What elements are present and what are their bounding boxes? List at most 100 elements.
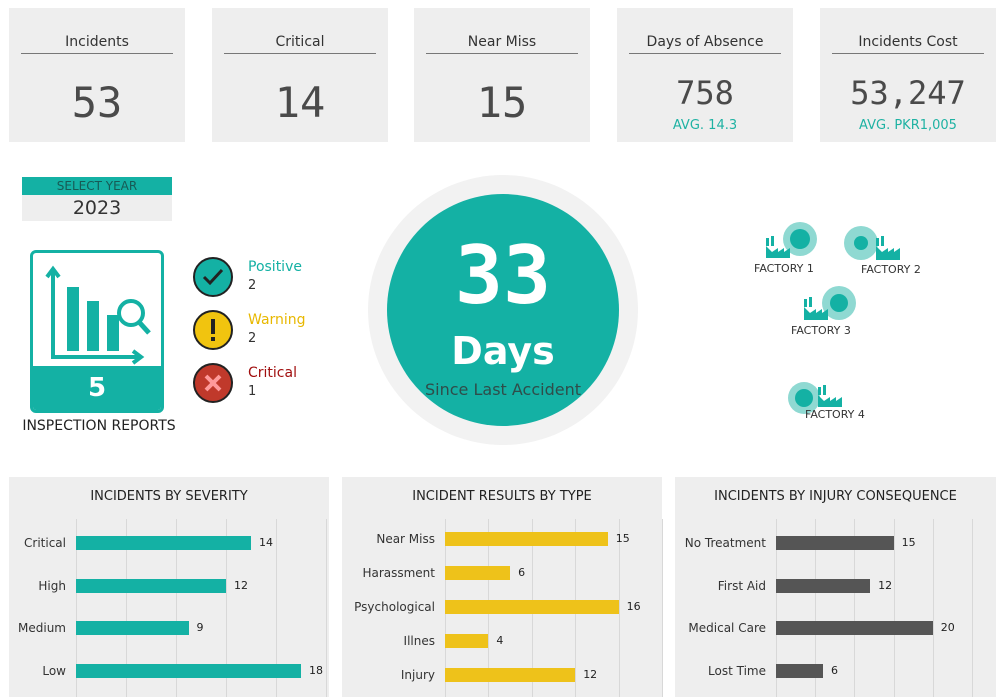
- status-name: Positive: [248, 259, 302, 275]
- factory-marker-3[interactable]: FACTORY 3: [790, 286, 860, 341]
- factory-marker-2[interactable]: FACTORY 2: [844, 226, 924, 281]
- gridline: [893, 519, 895, 697]
- chart-title: INCIDENT RESULTS BY TYPE: [412, 489, 592, 504]
- bar[interactable]: [76, 621, 189, 636]
- gridline: [276, 519, 277, 697]
- factory-label: FACTORY 2: [861, 263, 921, 276]
- bar-row: No Treatment 15: [675, 534, 996, 552]
- gridline: [662, 519, 663, 697]
- bar-row: Psychological 16: [342, 598, 662, 616]
- gridline: [226, 519, 227, 697]
- status-warning: Warning 2: [193, 310, 343, 350]
- bar[interactable]: [76, 664, 301, 678]
- kpi-critical: Critical 14: [212, 8, 388, 142]
- kpi-average: AVG. 14.3: [672, 118, 738, 133]
- factory-label: FACTORY 3: [791, 324, 851, 337]
- status-name: Critical: [248, 365, 297, 381]
- gridline: [126, 519, 127, 697]
- days-unit: Days: [451, 329, 555, 373]
- factory-label: FACTORY 1: [754, 262, 814, 275]
- kpi-incidents-cost: Incidents Cost 53,247 AVG. PKR1,005: [820, 8, 996, 142]
- bar[interactable]: [776, 536, 894, 550]
- bar-row: Harassment 6: [342, 564, 662, 582]
- factory-icon: [788, 382, 842, 414]
- bar-row: Low 18: [9, 662, 329, 680]
- category-label: Lost Time: [708, 664, 766, 678]
- bar-row: Medium 9: [9, 619, 329, 637]
- days-caption: Since Last Accident: [425, 380, 581, 399]
- days-number: 33: [454, 229, 552, 322]
- bar-row: Critical 14: [9, 534, 329, 552]
- bar[interactable]: [445, 566, 511, 580]
- status-count: 2: [248, 331, 257, 346]
- factory-marker-4[interactable]: FACTORY 4: [788, 381, 868, 426]
- bar-row: Illnes 4: [342, 632, 662, 650]
- category-label: First Aid: [717, 578, 766, 593]
- factory-icon: [804, 286, 856, 320]
- bar-row: Injury 12: [342, 666, 662, 684]
- divider: [224, 53, 376, 54]
- select-year-label: SELECT YEAR: [22, 177, 172, 195]
- category-label: Psychological: [354, 600, 435, 614]
- factory-icon: [766, 222, 817, 258]
- status-positive: Positive 2: [193, 257, 343, 297]
- data-label: 20: [940, 621, 955, 635]
- bar-chart-search-icon: [45, 265, 151, 365]
- gridline: [854, 519, 856, 697]
- bar[interactable]: [76, 578, 226, 593]
- bar[interactable]: [76, 536, 251, 550]
- data-label: 16: [626, 600, 641, 613]
- gridline: [326, 519, 327, 697]
- inspection-reports-card[interactable]: 5: [30, 250, 164, 413]
- category-label: No Treatment: [684, 536, 766, 550]
- days-since-accident-gauge: 33 Days Since Last Accident: [368, 175, 638, 445]
- divider: [629, 53, 781, 54]
- factory-marker-1[interactable]: FACTORY 1: [752, 222, 822, 277]
- divider: [426, 53, 578, 54]
- bar-row: Near Miss 15: [342, 530, 662, 548]
- data-label: 15: [901, 536, 916, 549]
- bar[interactable]: [776, 578, 871, 593]
- category-label: Critical: [24, 536, 66, 550]
- days-since-accident-circle: 33 Days Since Last Accident: [387, 194, 619, 426]
- bar[interactable]: [445, 532, 608, 546]
- bar[interactable]: [445, 600, 619, 614]
- data-label: 12: [878, 578, 893, 592]
- gridline: [618, 519, 620, 697]
- inspection-caption: INSPECTION REPORTS: [22, 418, 176, 434]
- category-label: Low: [42, 664, 66, 678]
- bar-row: First Aid 12: [675, 577, 996, 595]
- bar[interactable]: [445, 634, 489, 648]
- kpi-label: Critical: [275, 34, 325, 50]
- year-select[interactable]: 2023: [22, 195, 172, 221]
- kpi-label: Days of Absence: [646, 34, 764, 50]
- bar[interactable]: [776, 664, 824, 678]
- bar[interactable]: [445, 668, 576, 682]
- category-label: High: [38, 578, 66, 593]
- category-label: Injury: [400, 668, 435, 682]
- status-name: Warning: [248, 312, 306, 328]
- factory-icon: [844, 226, 900, 260]
- status-count: 1: [248, 384, 257, 399]
- bar-row: Lost Time 6: [675, 662, 996, 680]
- gridline: [76, 519, 77, 697]
- kpi-label: Incidents Cost: [858, 34, 958, 50]
- bar-row: Medical Care 20: [675, 619, 996, 637]
- kpi-incidents: Incidents 53: [9, 8, 185, 142]
- data-label: 6: [518, 566, 526, 579]
- chart-incidents-by-injury-consequence: INCIDENTS BY INJURY CONSEQUENCE No Treat…: [675, 477, 996, 697]
- bar[interactable]: [776, 621, 933, 636]
- kpi-label: Incidents: [65, 34, 129, 50]
- check-icon: [193, 257, 233, 297]
- data-label: 12: [583, 668, 598, 681]
- chart-incident-results-by-type: INCIDENT RESULTS BY TYPE Near Miss 15 Hara…: [342, 477, 663, 697]
- gridline: [176, 519, 177, 697]
- kpi-near-miss: Near Miss 15: [414, 8, 590, 142]
- status-count: 2: [248, 278, 257, 293]
- factory-label: FACTORY 4: [805, 408, 865, 421]
- gridline: [815, 519, 817, 697]
- category-label: Harassment: [362, 566, 435, 580]
- inspection-count: 5: [33, 366, 161, 410]
- kpi-average: AVG. PKR1,005: [859, 118, 957, 133]
- kpi-value: 15: [476, 78, 528, 127]
